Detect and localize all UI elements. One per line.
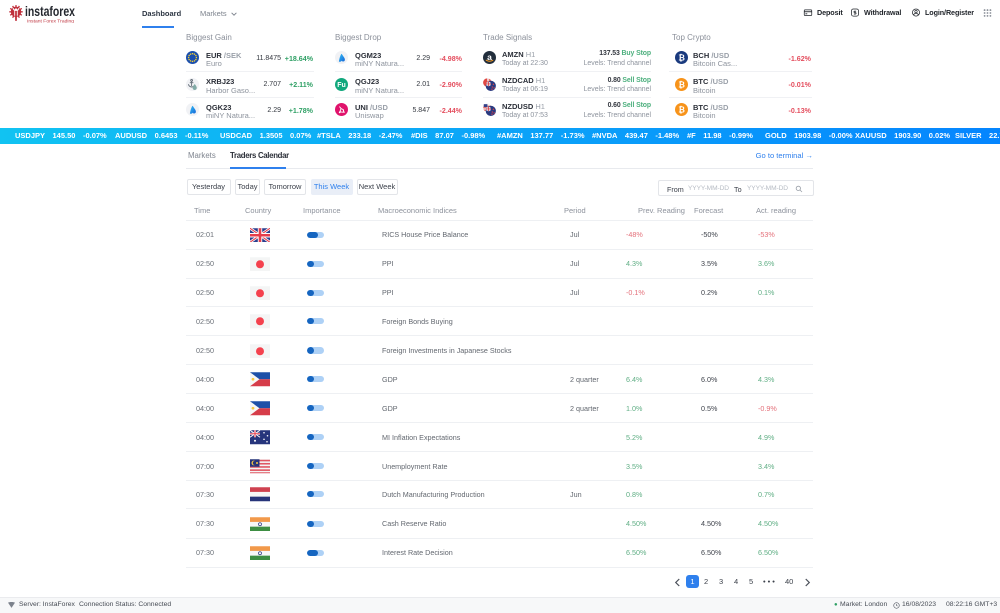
svg-text:instaforex: instaforex bbox=[25, 4, 75, 19]
svg-text:Instant Forex Trading: Instant Forex Trading bbox=[27, 19, 74, 24]
